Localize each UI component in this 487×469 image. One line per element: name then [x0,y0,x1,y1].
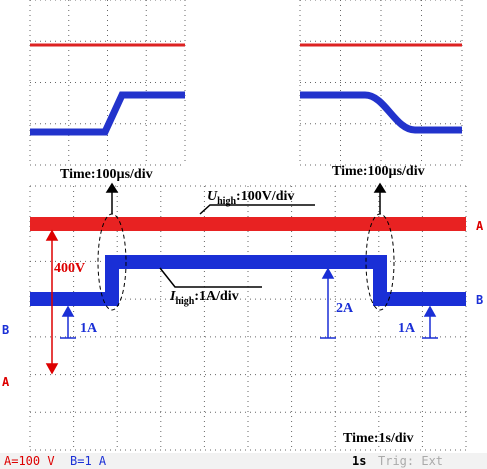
time-label: Time:100µs/div [60,167,153,182]
marker-a: A [476,219,484,233]
voltage-step: 400V [54,261,85,276]
trace-b [300,95,462,130]
current-label: Ihigh:1A/div [169,289,239,307]
arrow-head [425,307,435,316]
channel-a-scale: A=100 V [4,454,55,468]
arrow-head [63,307,73,316]
subscript: high [175,296,194,307]
arrow-head [107,184,117,192]
current-step: 2A [336,301,354,316]
page: Time:100µs/div Time:100µs/div Uhigh:100V… [0,0,487,469]
marker-b: B [476,293,483,307]
text: :1A/div [194,289,238,304]
time-label: Time:1s/div [343,431,414,446]
arrow [320,270,336,338]
marker-a: A [2,375,10,389]
marker-b: B [2,323,9,337]
timebase: 1s [352,454,366,468]
leader [160,268,262,287]
subscript: high [217,196,236,207]
arrow-head [375,184,385,192]
scope-screen: Time:100µs/div Time:100µs/div Uhigh:100V… [0,0,487,469]
current-offset: 1A [80,321,98,336]
arrow-head [323,269,333,278]
time-label: Time:100µs/div [332,164,425,179]
text: :100V/div [236,189,294,204]
trigger: Trig: Ext [378,454,443,468]
trace-b [30,262,466,299]
channel-b-scale: B=1 A [70,454,107,468]
current-offset: 1A [398,321,416,336]
trace-a [30,217,466,231]
